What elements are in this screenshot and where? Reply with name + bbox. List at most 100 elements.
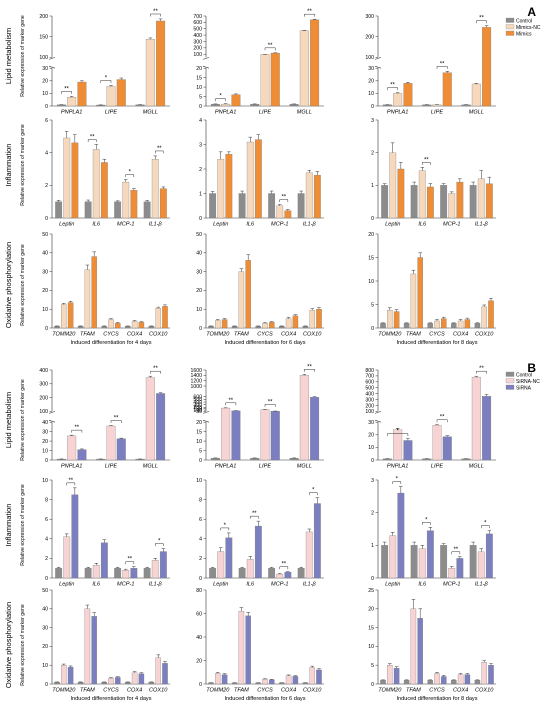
significance-bracket [215, 98, 226, 102]
bar [410, 608, 417, 685]
bar [313, 503, 321, 579]
y-tick-label: 40 [196, 251, 202, 257]
x-tick-label: TOMM20 [206, 688, 230, 694]
significance-label: ** [90, 135, 95, 141]
x-tick-label: MGLL [297, 464, 312, 470]
significance-bracket [155, 543, 164, 547]
bar [417, 618, 423, 685]
bar [238, 271, 245, 329]
significance-label: ** [281, 195, 286, 201]
y-tick-label: 1 [371, 183, 374, 189]
bar [482, 396, 492, 461]
y-tick-label: 10 [42, 663, 48, 669]
x-tick-label: IL6 [246, 222, 255, 228]
bar [151, 159, 159, 219]
bar [145, 39, 155, 107]
bar [101, 325, 107, 329]
bar [77, 681, 84, 685]
x-tick-label: MGLL [143, 110, 158, 116]
x-tick-label: MGLL [469, 464, 484, 470]
bar [231, 94, 241, 107]
bar [245, 260, 251, 329]
y-tick-label: 0 [371, 104, 374, 110]
y-tick-label: 80 [196, 588, 202, 594]
x-tick-label: COX10 [149, 332, 168, 338]
x-tick-label: MGLL [469, 110, 484, 116]
bar [309, 667, 315, 685]
bar [427, 680, 433, 685]
y-tick-label: 400 [193, 33, 202, 39]
bar [434, 320, 440, 329]
y-tick-label: 20 [368, 232, 374, 238]
y-tick-label: 0 [45, 576, 48, 582]
y-tick-label: 5 [199, 94, 202, 100]
significance-bracket [451, 551, 461, 555]
significance-bracket [264, 47, 276, 51]
y-tick-label: 3 [199, 142, 202, 148]
bar [270, 52, 280, 107]
y-tick-label: 600 [193, 395, 202, 401]
x-tick-label: LIPE [259, 110, 271, 116]
y-tick-label: 2 [199, 167, 202, 173]
x-tick-label: COX10 [303, 332, 322, 338]
x-tick-label: LIPE [105, 464, 117, 470]
bar [299, 375, 309, 461]
axis-break-mark [48, 419, 56, 423]
x-tick-label: CYCS [429, 332, 445, 338]
x-axis-title: Induced differentiation for 6 days [224, 340, 305, 346]
row-label: Inflammation [4, 144, 13, 187]
bar [96, 104, 106, 107]
bar [106, 425, 116, 461]
y-tick-label: 15 [368, 255, 374, 261]
x-tick-label: TOMM20 [378, 332, 402, 338]
bar [209, 568, 217, 579]
bar [77, 325, 84, 329]
y-tick-label: 300 [365, 14, 374, 20]
bar [221, 103, 231, 107]
y-tick-label: 2 [45, 183, 48, 189]
bar [245, 615, 251, 685]
y-tick-label: 0 [45, 326, 48, 332]
bar [125, 325, 131, 329]
x-tick-label: IL6 [92, 582, 101, 588]
bar [67, 435, 77, 461]
significance-bracket [387, 87, 398, 91]
legend-swatch [505, 24, 515, 30]
y-tick-label: 1600 [190, 368, 202, 374]
x-tick-label: TFAM [234, 688, 249, 694]
x-tick-label: Leptin [213, 222, 228, 228]
y-tick-label: 0 [371, 326, 374, 332]
x-tick-label: IL1-β [475, 222, 489, 228]
bar [426, 186, 434, 219]
x-tick-label: MGLL [143, 464, 158, 470]
bar [122, 181, 130, 219]
y-tick-label: 500 [193, 397, 202, 403]
bar [464, 319, 471, 329]
y-tick-label: 30 [42, 625, 48, 631]
significance-label: ** [127, 557, 132, 563]
bar [210, 457, 220, 461]
significance-bracket [250, 515, 259, 519]
bar [138, 322, 145, 329]
bar [410, 545, 418, 579]
bar [448, 193, 456, 219]
bar [162, 306, 168, 329]
legend-swatch [505, 371, 515, 377]
bar [135, 104, 145, 107]
y-tick-label: 20 [42, 644, 48, 650]
bar [114, 201, 122, 219]
bar [143, 568, 151, 579]
y-tick-label: 1 [371, 543, 374, 549]
y-tick-label: 200 [365, 35, 374, 41]
bar [92, 565, 100, 579]
x-tick-label: MGLL [297, 110, 312, 116]
bar [71, 142, 79, 219]
significance-bracket [387, 433, 409, 437]
x-tick-label: IL1-β [149, 582, 163, 588]
x-tick-label: IL6 [246, 582, 255, 588]
significance-bracket [61, 91, 72, 94]
bar [309, 309, 315, 329]
bar [440, 185, 448, 219]
y-tick-label: 10 [368, 644, 374, 650]
bar [63, 137, 71, 219]
